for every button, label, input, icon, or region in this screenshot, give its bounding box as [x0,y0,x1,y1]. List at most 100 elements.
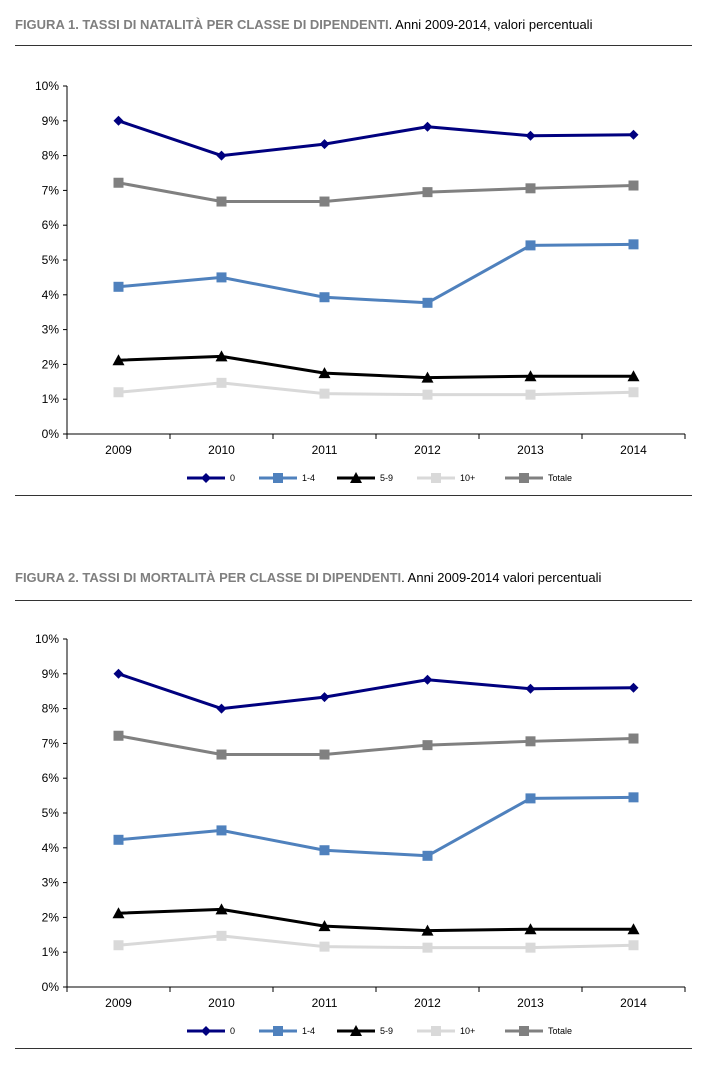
legend-label: Totale [548,473,572,483]
data-point [422,942,433,953]
series-line [118,381,634,397]
data-point [113,668,124,679]
y-tick-label: 6% [42,771,60,785]
series-line [118,119,634,158]
data-point [525,942,536,953]
data-point [627,370,640,382]
legend-label: 1-4 [302,1026,315,1036]
legend-marker [273,1026,283,1036]
legend-item: 5-9 [337,1025,393,1036]
figure-1: FIGURA 1. TASSI DI NATALITÀ PER CLASSE D… [15,15,692,500]
figure-2-title-rest: . Anni 2009-2014 valori percentuali [401,570,602,585]
y-tick-label: 7% [42,183,60,197]
data-point [525,793,536,804]
x-tick-label: 2013 [517,996,544,1010]
legend-label: 5-9 [380,1026,393,1036]
data-point [318,920,331,932]
data-point [112,354,125,366]
data-point [319,845,330,856]
series-0 [113,115,639,161]
y-tick-label: 3% [42,323,60,337]
legend-marker [201,1026,211,1036]
data-point [112,907,125,919]
legend-marker [519,473,529,483]
data-point [628,682,639,693]
series-line [118,242,634,305]
data-point [319,292,330,303]
legend-marker [350,472,362,483]
y-tick-label: 6% [42,218,60,232]
x-tick-label: 2012 [414,996,441,1010]
axes: 0% 1% 2% 3% 4% 5% 6% 7% 8% 9% 10% 2009 2010 2011 2012 2… [35,79,686,457]
data-point [525,183,536,194]
axes: 0% 1% 2% 3% 4% 5% 6% 7% 8% 9% 10% 2009 2010 2011 2012 2… [35,632,686,1010]
data-point [628,940,639,951]
data-point [319,196,330,207]
legend-label: 0 [230,473,235,483]
series-5-9 [112,350,640,383]
legend-marker [431,1026,441,1036]
legend-item: 5-9 [337,472,393,483]
data-point [422,121,433,132]
data-point [215,903,228,915]
data-point [627,923,640,935]
x-tick-label: 2010 [208,996,235,1010]
series-line [118,795,634,858]
legend: 0 1-4 5-9 10+ Totale [187,1025,572,1036]
x-tick-label: 2014 [620,996,647,1010]
data-point [113,387,124,398]
x-tick-label: 2011 [312,443,338,457]
figure-2: FIGURA 2. TASSI DI MORTALITÀ PER CLASSE … [15,568,692,1053]
series-1-4 [113,239,639,308]
y-tick-label: 2% [42,357,60,371]
legend-item: 10+ [417,1026,475,1036]
data-point [319,388,330,399]
legend-marker [350,1025,362,1036]
figure-1-title-rest: . Anni 2009-2014, valori percentuali [388,17,593,32]
legend-item: 1-4 [259,1026,315,1036]
y-tick-label: 0% [42,980,60,994]
data-point [216,272,227,283]
y-tick-label: 5% [42,806,60,820]
series-Totale [113,177,639,207]
y-tick-label: 9% [42,114,60,128]
legend-label: 5-9 [380,473,393,483]
y-tick-label: 10% [35,632,59,646]
data-point [216,377,227,388]
data-point [113,940,124,951]
legend-label: Totale [548,1026,572,1036]
figure-2-title-caps: FIGURA 2. TASSI DI MORTALITÀ PER CLASSE … [15,570,402,585]
data-point [628,792,639,803]
legend-item: Totale [505,473,572,483]
legend-item: 10+ [417,473,475,483]
series-line [118,934,634,950]
y-tick-label: 4% [42,841,60,855]
legend-marker [273,473,283,483]
series-10+ [113,377,639,400]
data-point [628,129,639,140]
legend-label: 10+ [460,1026,475,1036]
data-point [422,740,433,751]
figure-1-title: FIGURA 1. TASSI DI NATALITÀ PER CLASSE D… [15,15,692,35]
legend-item: 0 [187,1026,235,1036]
data-point [628,180,639,191]
data-point [525,130,536,141]
data-point [319,692,330,703]
y-tick-label: 4% [42,288,60,302]
legend-label: 0 [230,1026,235,1036]
data-point [216,749,227,760]
y-tick-label: 1% [42,392,60,406]
x-tick-label: 2010 [208,443,235,457]
y-tick-label: 1% [42,945,60,959]
data-point [422,850,433,861]
figure-2-bottom-rule [15,1048,692,1049]
data-point [525,683,536,694]
y-tick-label: 8% [42,149,60,163]
series-0 [113,668,639,714]
data-point [319,941,330,952]
series-line [118,354,634,380]
data-point [525,736,536,747]
figure-1-chart: 0% 1% 2% 3% 4% 5% 6% 7% 8% 9% 10% 2009 2010 2011 2012 2… [35,79,686,483]
legend-item: 0 [187,473,235,483]
figure-2-title: FIGURA 2. TASSI DI MORTALITÀ PER CLASSE … [15,568,692,588]
